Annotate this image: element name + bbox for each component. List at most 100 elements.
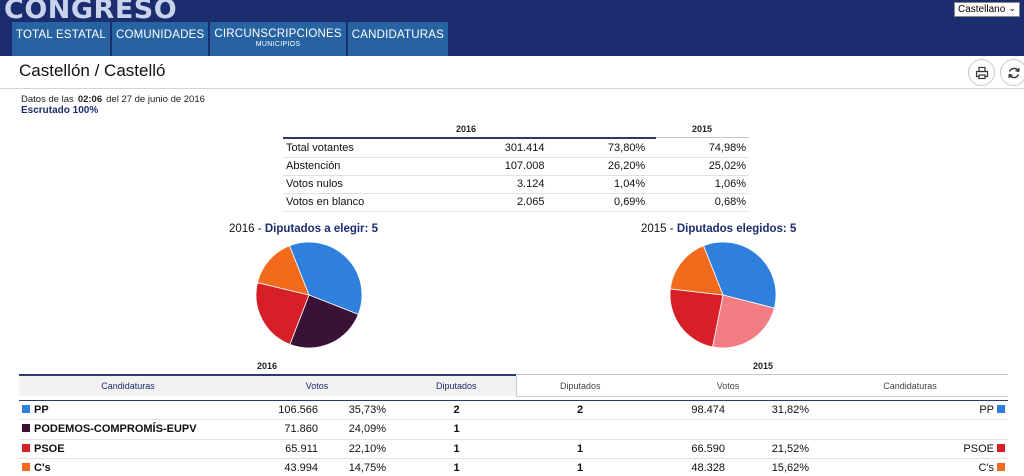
nav-candidaturas[interactable]: CANDIDATURAS [347, 22, 449, 56]
col-candidaturas[interactable]: Candidaturas [19, 376, 237, 396]
summary-pct: 26,20% [547, 157, 649, 176]
summary-table: Total votantes 301.414 73,80% 74,98% Abstenc… [283, 139, 749, 212]
results-row: PODEMOS-COMPROMÍS-EUPV 71.860 24,09% 1 [19, 419, 1008, 440]
summary-row: Abstención 107.008 26,20% 25,02% [283, 157, 749, 176]
nav-comunidades[interactable]: COMUNIDADES [111, 22, 209, 56]
results-year-current: 2016 [257, 361, 278, 371]
summary-prev-pct: 74,98% [648, 139, 749, 158]
pie-slice-c-s[interactable] [669, 245, 724, 296]
seats-cell: 1 [397, 439, 516, 459]
pie-slice-c-s[interactable] [256, 245, 310, 296]
prev-party-cell[interactable]: PSOE [812, 439, 1008, 459]
refresh-button[interactable] [1000, 59, 1024, 86]
prev-party-cell[interactable] [812, 419, 1008, 440]
seats-cell: 1 [397, 458, 516, 476]
summary-label: Votos en blanco [283, 193, 441, 212]
prev-party-cell[interactable]: C's [812, 458, 1008, 476]
party-name: PODEMOS-COMPROMÍS-EUPV [34, 423, 197, 436]
data-timestamp: Datos de las 02:06 del 27 de junio de 2016 [21, 94, 205, 105]
summary-year-previous: 2015 [692, 124, 713, 134]
summary-header-line-prev [656, 137, 749, 138]
summary-row: Total votantes 301.414 73,80% 74,98% [283, 139, 749, 158]
prev-votes-pct: 15,62% [771, 462, 809, 475]
main-nav: TOTAL ESTATAL COMUNIDADES CIRCUNSCRIPCIO… [12, 22, 450, 56]
col-votos-prev[interactable]: Votos [644, 376, 812, 397]
prev-party-color-swatch [997, 463, 1005, 472]
results-row: C's 43.994 14,75% 1 1 48.328 15,62% C's [19, 458, 1008, 476]
prev-votes-cell: 48.328 15,62% [644, 458, 812, 476]
col-candidaturas-prev[interactable]: Candidaturas [812, 376, 1008, 397]
pie-slice-psoe[interactable] [669, 288, 724, 348]
party-cell[interactable]: PP [19, 400, 237, 420]
votes-cell: 71.860 24,09% [237, 419, 397, 440]
prev-votes-value: 48.328 [691, 462, 725, 475]
party-cell[interactable]: PSOE [19, 439, 237, 459]
party-name: PSOE [34, 442, 65, 455]
results-row: PSOE 65.911 22,10% 1 1 66.590 21,52% PSOE [19, 439, 1008, 459]
party-name: C's [34, 462, 51, 475]
party-color-swatch [22, 404, 30, 413]
prev-party-cell[interactable]: PP [812, 400, 1008, 420]
summary-pct: 73,80% [547, 139, 649, 158]
pie-title-2015: 2015 - Diputados elegidos: 5 [641, 223, 797, 235]
party-cell[interactable]: C's [19, 458, 237, 476]
votes-cell: 65.911 22,10% [237, 439, 397, 459]
prev-votes-cell [644, 419, 812, 440]
col-diputados[interactable]: Diputados [397, 376, 517, 396]
nav-circunscripciones[interactable]: CIRCUNSCRIPCIONES MUNICIPIOS [210, 22, 346, 56]
summary-value: 3.124 [441, 175, 548, 194]
language-select[interactable]: Castellano ⌄ [954, 2, 1020, 17]
summary-label: Abstención [283, 157, 441, 176]
prev-party-color-swatch [997, 443, 1005, 452]
chevron-down-icon: ⌄ [1008, 3, 1016, 13]
prev-votes-value: 98.474 [691, 403, 725, 416]
print-button[interactable] [968, 59, 995, 86]
congreso-logo[interactable]: CONGRESO [4, 0, 178, 25]
votes-pct: 35,73% [348, 403, 386, 416]
prev-votes-pct: 31,82% [771, 403, 809, 416]
summary-value: 301.414 [441, 139, 548, 158]
pie-title-2016: 2016 - Diputados a elegir: 5 [229, 223, 378, 235]
votes-pct: 14,75% [348, 462, 386, 475]
pie-slice-podemos-comprom-s-eupv[interactable] [289, 294, 359, 349]
summary-label: Votos nulos [283, 175, 441, 194]
results-header-line [19, 374, 516, 376]
summary-prev-pct: 25,02% [648, 157, 749, 176]
prev-votes-value: 66.590 [691, 442, 725, 455]
seats-cell: 1 [397, 419, 516, 440]
party-color-swatch [22, 443, 30, 452]
votes-value: 71.860 [284, 423, 318, 436]
party-cell[interactable]: PODEMOS-COMPROMÍS-EUPV [19, 419, 237, 440]
party-name: PP [34, 403, 49, 416]
pie-slice-pp[interactable] [702, 241, 777, 309]
votes-value: 106.566 [278, 403, 318, 416]
col-votos[interactable]: Votos [237, 376, 397, 396]
votes-cell: 43.994 14,75% [237, 458, 397, 476]
summary-value: 107.008 [441, 157, 548, 176]
pie-slice-other[interactable] [712, 294, 775, 349]
seats-cell: 2 [397, 400, 516, 420]
summary-prev-pct: 1,06% [648, 175, 749, 194]
prev-seats-cell: 1 [516, 458, 644, 476]
pie-slice-psoe[interactable] [255, 282, 310, 345]
prev-votes-pct: 21,52% [771, 442, 809, 455]
results-row: PP 106.566 35,73% 2 2 98.474 31,82% PP [19, 400, 1008, 420]
nav-total-estatal[interactable]: TOTAL ESTATAL [12, 22, 110, 56]
summary-header-line [283, 137, 656, 139]
prev-votes-cell: 66.590 21,52% [644, 439, 812, 459]
pie-slice-pp[interactable] [288, 241, 363, 315]
summary-row: Votos en blanco 2.065 0,69% 0,68% [283, 193, 749, 212]
nav-sub-municipios[interactable]: MUNICIPIOS [255, 41, 301, 48]
prev-seats-cell: 2 [516, 400, 644, 420]
col-diputados-prev[interactable]: Diputados [516, 376, 644, 397]
summary-row: Votos nulos 3.124 1,04% 1,06% [283, 175, 749, 194]
results-table: Candidaturas Votos Diputados Diputados V… [19, 376, 1008, 476]
summary-label: Total votantes [283, 139, 441, 158]
prev-party-name: C's [978, 462, 994, 475]
votes-value: 65.911 [285, 442, 318, 455]
results-header-line-prev [516, 374, 1008, 375]
prev-votes-cell: 98.474 31,82% [644, 400, 812, 420]
prev-party-name: PSOE [963, 442, 994, 455]
votes-pct: 22,10% [348, 442, 386, 455]
party-color-swatch [22, 463, 30, 472]
